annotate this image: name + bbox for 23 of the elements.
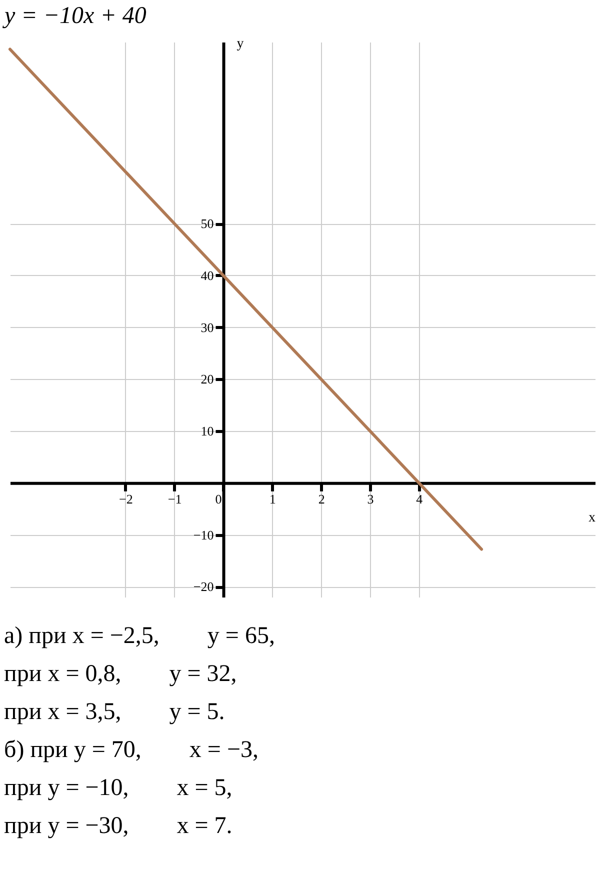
x-tick-label: 0 bbox=[215, 491, 222, 506]
text: при x = 3,5, y = 5. bbox=[3, 698, 226, 727]
text: при x = 0,8, y = 32, bbox=[3, 660, 238, 689]
x-tick-label: 1 bbox=[269, 491, 276, 506]
y-tick-label: 30 bbox=[200, 320, 214, 335]
x-tick-label: −1 bbox=[168, 491, 182, 506]
text: при y = −30, x = 7. bbox=[3, 812, 234, 841]
y-axis-title: y bbox=[236, 36, 244, 52]
y-tick-label: 20 bbox=[200, 372, 214, 387]
y-tick-label: −20 bbox=[193, 579, 214, 594]
text: а) при x = −2,5, y = 65, bbox=[3, 622, 276, 651]
chart-title: y = −10x + 40 bbox=[2, 3, 146, 29]
x-tick-label: 2 bbox=[318, 491, 325, 506]
y-tick-label: 40 bbox=[200, 268, 214, 283]
text: при y = −10, x = 5, bbox=[3, 774, 234, 803]
y-tick-label: −10 bbox=[193, 527, 214, 542]
x-axis-title: x bbox=[588, 510, 596, 526]
x-tick-label: −2 bbox=[119, 491, 133, 506]
x-tick-label: 4 bbox=[416, 491, 424, 506]
y-tick-label: 10 bbox=[200, 424, 214, 439]
text: б) при y = 70, x = −3, bbox=[3, 736, 260, 765]
x-tick-label: 3 bbox=[367, 491, 374, 506]
y-tick-label: 50 bbox=[200, 216, 214, 232]
